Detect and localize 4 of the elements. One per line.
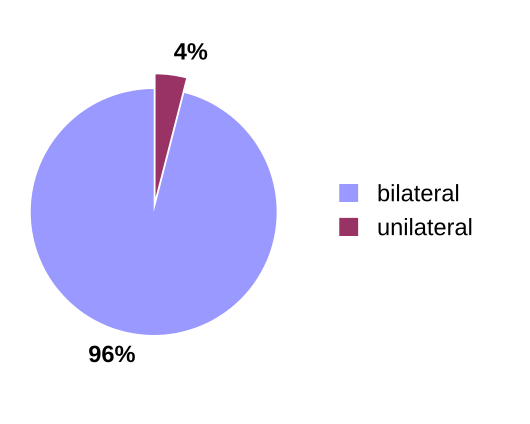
legend-label: unilateral: [378, 218, 472, 236]
data-label: 4%: [174, 43, 208, 60]
data-label: 96%: [89, 346, 135, 362]
legend-label: bilateral: [378, 184, 458, 202]
